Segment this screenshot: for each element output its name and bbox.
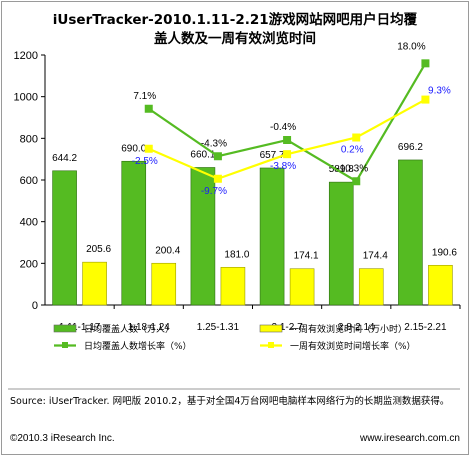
browsing-growth-point: [283, 150, 292, 159]
legend-swatch: [53, 324, 77, 333]
bar-coverage-label: 660.1: [190, 149, 215, 160]
bar-browsing-time-label: 181.0: [224, 249, 249, 260]
browsing-growth-label: -2.5%: [132, 156, 158, 167]
y-tick-label: 0: [32, 300, 38, 312]
bar-coverage-label: 657.7: [260, 150, 285, 161]
legend: 日均覆盖人数（万人） 一周有效浏览时间（万小时） 日均覆盖人数增长率（%） 一周有效浏…: [53, 323, 416, 352]
x-tick-label: 2.1-2.7: [272, 322, 304, 333]
browsing-growth-label: 9.3%: [428, 86, 451, 97]
copyright: ©2010.3 iResearch Inc.: [10, 433, 115, 444]
x-tick-label: 1.18-1.24: [128, 322, 171, 333]
bar-browsing-time-label: 190.6: [432, 247, 457, 258]
y-tick-label: 1200: [14, 50, 38, 62]
bar-browsing-time: [151, 262, 177, 306]
legend-label: 一周有效浏览时间（万小时）: [290, 323, 407, 335]
coverage-growth-label: -4.3%: [201, 138, 227, 149]
coverage-growth-point: [283, 136, 292, 144]
bar-browsing-time-label: 174.4: [363, 251, 388, 262]
bar-coverage: [259, 167, 285, 306]
bar-coverage-label: 690.0: [121, 143, 146, 154]
bar-browsing-time-label: 174.1: [294, 251, 319, 262]
coverage-growth-label: 18.0%: [397, 41, 425, 52]
legend-label: 一周有效浏览时间增长率（%）: [290, 340, 416, 352]
bar-coverage: [121, 160, 147, 306]
bar-browsing-time-label: 205.6: [86, 244, 111, 255]
x-tick-label: 1.11-1.17: [59, 322, 101, 333]
bar-browsing-time-label: 200.4: [155, 245, 180, 256]
bar-coverage-label: 644.2: [52, 153, 77, 164]
bar-coverage-label: 696.2: [398, 142, 423, 153]
legend-swatch: [259, 324, 283, 333]
coverage-growth-label: -0.4%: [270, 122, 296, 133]
bar-browsing-time: [220, 266, 246, 306]
y-tick-label: 600: [20, 175, 38, 187]
browsing-growth-label: -3.8%: [270, 161, 296, 172]
coverage-growth-point: [213, 152, 222, 161]
website-link[interactable]: www.iresearch.com.cn: [359, 433, 460, 444]
browsing-growth-point: [213, 174, 222, 183]
bar-browsing-time: [428, 264, 453, 306]
bar-browsing-time: [82, 261, 107, 306]
coverage-growth-point: [421, 59, 430, 68]
y-tick-label: 400: [20, 217, 38, 229]
bar-browsing-time: [358, 268, 384, 306]
coverage-growth-label: 7.1%: [133, 91, 156, 102]
x-tick-label: 2.15-2.21: [404, 322, 447, 333]
coverage-growth-point: [144, 104, 153, 113]
bar-coverage: [328, 181, 354, 306]
bar-coverage: [190, 167, 216, 306]
plot-area: 0 200 400 600 800 1000 1200 1.11-1.17 1.18-1.24 1…: [14, 41, 461, 333]
bar-coverage-label: 589.8: [329, 164, 354, 175]
chart-title-line-2: 盖人数及一周有效浏览时间: [154, 30, 316, 47]
y-tick-label: 800: [20, 133, 38, 145]
x-tick-label: 2.8-2.14: [338, 322, 375, 333]
source-note: Source: iUserTracker. 网吧版 2010.2，基于对全国4万…: [10, 395, 449, 407]
browsing-growth-point: [352, 133, 361, 142]
browsing-growth-label: -9.7%: [201, 186, 227, 197]
browsing-growth-point: [421, 95, 430, 104]
legend-label: 日均覆盖人数（万人）: [84, 323, 174, 335]
coverage-growth-point: [352, 177, 361, 186]
y-tick-label: 200: [20, 258, 38, 270]
x-tick-label: 1.25-1.31: [197, 322, 240, 333]
browsing-growth-point: [144, 144, 153, 153]
legend-swatch-marker: [268, 342, 274, 348]
coverage-growth-label: -10.3%: [336, 163, 368, 174]
bar-coverage: [398, 159, 423, 306]
y-tick-label: 1000: [14, 92, 38, 104]
legend-label: 日均覆盖人数增长率（%）: [84, 340, 192, 352]
chart-title-line-1: iUserTracker-2010.1.11-2.21游戏网站网吧用户日均覆: [53, 11, 418, 28]
legend-swatch-marker: [62, 342, 68, 348]
browsing-growth-label: 0.2%: [341, 145, 364, 156]
bar-coverage: [52, 170, 77, 306]
bar-browsing-time: [289, 268, 315, 306]
